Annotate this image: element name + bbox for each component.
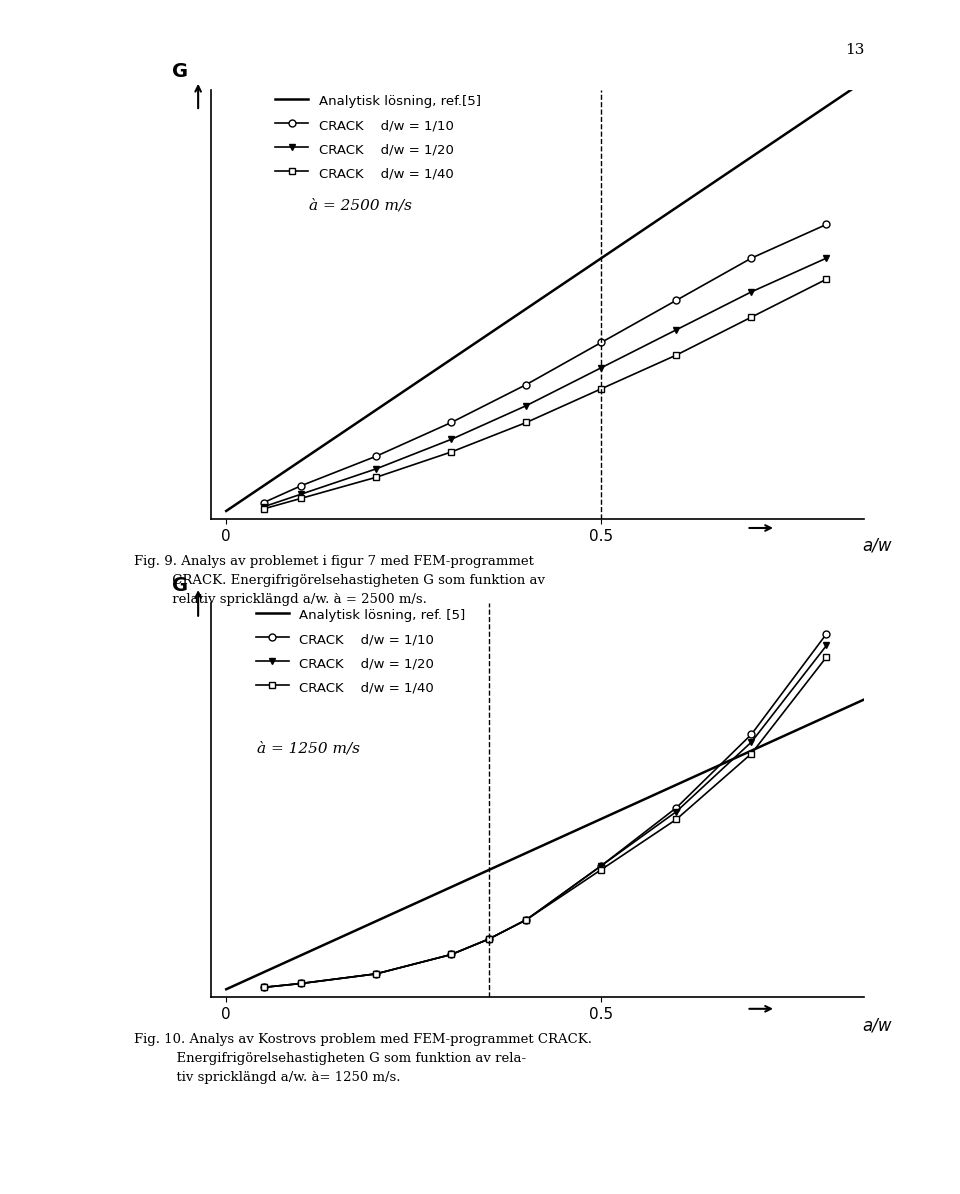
CRACK    d/w = 1/10: [371, 449, 382, 463]
CRACK    d/w = 1/20: [296, 487, 307, 501]
Line: CRACK    d/w = 1/40: CRACK d/w = 1/40: [260, 276, 830, 512]
CRACK    d/w = 1/10: [520, 377, 532, 392]
CRACK    d/w = 1/10: [671, 293, 683, 307]
Line: CRACK    d/w = 1/40: CRACK d/w = 1/40: [260, 653, 830, 991]
CRACK    d/w = 1/20: [821, 251, 832, 265]
CRACK    d/w = 1/10: [371, 967, 382, 981]
Text: à = 2500 m/s: à = 2500 m/s: [309, 199, 412, 213]
Line: CRACK    d/w = 1/10: CRACK d/w = 1/10: [260, 630, 830, 991]
CRACK    d/w = 1/40: [445, 445, 457, 460]
CRACK    d/w = 1/20: [520, 912, 532, 927]
CRACK    d/w = 1/40: [371, 470, 382, 485]
X-axis label: a/w: a/w: [862, 1016, 892, 1035]
CRACK    d/w = 1/40: [296, 491, 307, 505]
CRACK    d/w = 1/40: [371, 967, 382, 981]
CRACK    d/w = 1/10: [258, 496, 270, 510]
CRACK    d/w = 1/10: [746, 727, 757, 741]
Text: Fig. 9. Analys av problemet i figur 7 med FEM-programmet
         CRACK. Energif: Fig. 9. Analys av problemet i figur 7 me…: [134, 555, 545, 607]
CRACK    d/w = 1/10: [671, 800, 683, 814]
CRACK    d/w = 1/10: [595, 336, 607, 350]
Text: Fig. 10. Analys av Kostrovs problem med FEM-programmet CRACK.
          Energifr: Fig. 10. Analys av Kostrovs problem med …: [134, 1033, 592, 1084]
Legend: Analytisk lösning, ref.[5], CRACK    d/w = 1/10, CRACK    d/w = 1/20, CRACK    d: Analytisk lösning, ref.[5], CRACK d/w = …: [270, 87, 486, 186]
CRACK    d/w = 1/20: [258, 499, 270, 513]
Line: CRACK    d/w = 1/20: CRACK d/w = 1/20: [260, 254, 830, 510]
CRACK    d/w = 1/10: [296, 977, 307, 991]
CRACK    d/w = 1/20: [445, 947, 457, 961]
Text: à = 1250 m/s: à = 1250 m/s: [257, 741, 360, 756]
CRACK    d/w = 1/20: [483, 931, 494, 946]
CRACK    d/w = 1/20: [671, 322, 683, 337]
CRACK    d/w = 1/40: [821, 272, 832, 287]
Text: G: G: [172, 576, 188, 595]
CRACK    d/w = 1/40: [445, 947, 457, 961]
CRACK    d/w = 1/40: [258, 980, 270, 995]
Text: 13: 13: [845, 43, 864, 57]
CRACK    d/w = 1/20: [258, 980, 270, 995]
CRACK    d/w = 1/10: [520, 912, 532, 927]
CRACK    d/w = 1/10: [445, 947, 457, 961]
CRACK    d/w = 1/40: [671, 347, 683, 362]
CRACK    d/w = 1/20: [746, 284, 757, 298]
CRACK    d/w = 1/40: [595, 382, 607, 396]
CRACK    d/w = 1/20: [821, 639, 832, 653]
CRACK    d/w = 1/10: [296, 479, 307, 493]
CRACK    d/w = 1/20: [296, 977, 307, 991]
CRACK    d/w = 1/20: [371, 967, 382, 981]
CRACK    d/w = 1/40: [595, 862, 607, 876]
CRACK    d/w = 1/40: [746, 746, 757, 761]
CRACK    d/w = 1/10: [445, 416, 457, 430]
CRACK    d/w = 1/20: [595, 858, 607, 873]
CRACK    d/w = 1/40: [296, 977, 307, 991]
CRACK    d/w = 1/20: [595, 361, 607, 375]
CRACK    d/w = 1/20: [746, 734, 757, 749]
CRACK    d/w = 1/10: [258, 980, 270, 995]
CRACK    d/w = 1/20: [520, 399, 532, 413]
CRACK    d/w = 1/10: [746, 251, 757, 265]
CRACK    d/w = 1/20: [371, 462, 382, 476]
Legend: Analytisk lösning, ref. [5], CRACK    d/w = 1/10, CRACK    d/w = 1/20, CRACK    : Analytisk lösning, ref. [5], CRACK d/w =…: [251, 602, 470, 701]
CRACK    d/w = 1/20: [671, 805, 683, 819]
CRACK    d/w = 1/20: [445, 432, 457, 447]
CRACK    d/w = 1/10: [821, 627, 832, 641]
CRACK    d/w = 1/40: [746, 310, 757, 325]
Line: CRACK    d/w = 1/20: CRACK d/w = 1/20: [260, 642, 830, 991]
CRACK    d/w = 1/10: [821, 217, 832, 232]
X-axis label: a/w: a/w: [862, 536, 892, 554]
CRACK    d/w = 1/40: [821, 650, 832, 664]
Line: CRACK    d/w = 1/10: CRACK d/w = 1/10: [260, 221, 830, 506]
CRACK    d/w = 1/40: [520, 912, 532, 927]
CRACK    d/w = 1/40: [520, 416, 532, 430]
CRACK    d/w = 1/40: [483, 931, 494, 946]
CRACK    d/w = 1/10: [595, 858, 607, 873]
CRACK    d/w = 1/10: [483, 931, 494, 946]
Text: G: G: [172, 62, 188, 81]
CRACK    d/w = 1/40: [671, 812, 683, 826]
CRACK    d/w = 1/40: [258, 501, 270, 516]
